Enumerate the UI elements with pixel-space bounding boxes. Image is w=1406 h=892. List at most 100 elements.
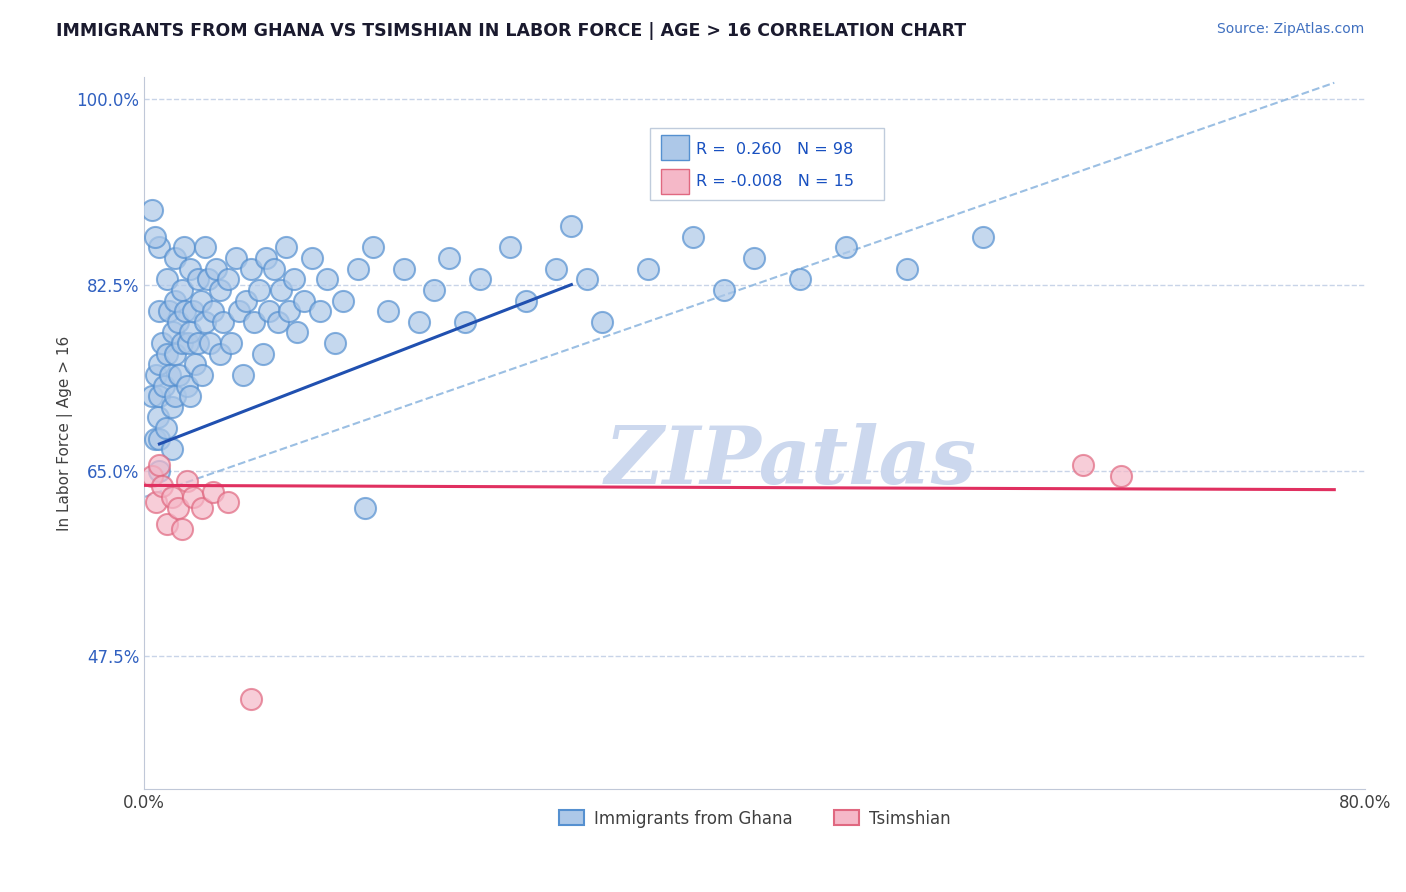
Point [163, 346, 186, 360]
Point [499, 240, 522, 254]
Point [408, 315, 430, 329]
Point [637, 261, 659, 276]
Point [232, 368, 254, 382]
Point [160, 400, 183, 414]
Point [194, 315, 217, 329]
Point [423, 283, 446, 297]
Point [439, 251, 461, 265]
Point [198, 336, 221, 351]
Point [163, 251, 186, 265]
Point [247, 283, 270, 297]
Point [301, 251, 323, 265]
Point [183, 357, 205, 371]
Point [361, 240, 384, 254]
Point [235, 293, 257, 308]
Point [468, 272, 491, 286]
Point [148, 304, 170, 318]
Point [274, 240, 297, 254]
Point [156, 272, 179, 286]
Point [148, 463, 170, 477]
Point [152, 336, 174, 351]
Point [283, 272, 305, 286]
Point [263, 261, 285, 276]
Point [316, 272, 339, 286]
Point [212, 315, 235, 329]
Point [515, 293, 537, 308]
Point [205, 261, 228, 276]
Point [546, 261, 568, 276]
Point [1071, 458, 1094, 473]
Point [157, 304, 180, 318]
Point [176, 474, 198, 488]
Text: ZIPatlas: ZIPatlas [605, 423, 977, 500]
Point [354, 500, 377, 515]
Point [228, 304, 250, 318]
Point [323, 336, 346, 351]
Point [177, 336, 200, 351]
Point [155, 421, 177, 435]
Point [176, 378, 198, 392]
Point [143, 432, 166, 446]
Point [141, 203, 163, 218]
Point [148, 240, 170, 254]
Point [187, 272, 209, 286]
Point [896, 261, 918, 276]
Point [145, 495, 167, 509]
Point [197, 272, 219, 286]
Point [201, 484, 224, 499]
Point [682, 229, 704, 244]
Point [148, 357, 170, 371]
Point [239, 261, 262, 276]
Legend: Immigrants from Ghana, Tsimshian: Immigrants from Ghana, Tsimshian [553, 803, 957, 834]
Point [179, 261, 201, 276]
Point [835, 240, 858, 254]
Point [172, 522, 194, 536]
Point [308, 304, 330, 318]
Point [713, 283, 735, 297]
Point [187, 336, 209, 351]
Point [163, 389, 186, 403]
Text: IMMIGRANTS FROM GHANA VS TSIMSHIAN IN LABOR FORCE | AGE > 16 CORRELATION CHART: IMMIGRANTS FROM GHANA VS TSIMSHIAN IN LA… [56, 22, 966, 40]
Point [162, 326, 184, 340]
Point [285, 326, 308, 340]
Point [148, 389, 170, 403]
Point [146, 410, 169, 425]
Point [179, 326, 201, 340]
Point [160, 442, 183, 457]
Point [744, 251, 766, 265]
Point [201, 304, 224, 318]
Point [191, 368, 214, 382]
Point [156, 346, 179, 360]
Point [209, 346, 232, 360]
Point [225, 251, 247, 265]
Point [217, 495, 239, 509]
Point [972, 229, 994, 244]
Point [392, 261, 415, 276]
Point [239, 692, 262, 706]
Point [252, 346, 274, 360]
Point [278, 304, 301, 318]
Point [174, 304, 197, 318]
Point [346, 261, 368, 276]
Point [591, 315, 613, 329]
Point [789, 272, 811, 286]
Point [181, 304, 204, 318]
Point [1109, 468, 1132, 483]
Point [259, 304, 281, 318]
Text: Source: ZipAtlas.com: Source: ZipAtlas.com [1216, 22, 1364, 37]
Point [270, 283, 292, 297]
Point [152, 479, 174, 493]
Point [332, 293, 354, 308]
Point [194, 240, 217, 254]
Point [209, 283, 232, 297]
Text: R =  0.260   N = 98: R = 0.260 N = 98 [696, 142, 853, 157]
Point [181, 490, 204, 504]
Point [156, 516, 179, 531]
Point [148, 458, 170, 473]
Point [219, 336, 242, 351]
Point [453, 315, 475, 329]
Point [148, 432, 170, 446]
Point [377, 304, 399, 318]
Point [190, 293, 212, 308]
Point [217, 272, 239, 286]
